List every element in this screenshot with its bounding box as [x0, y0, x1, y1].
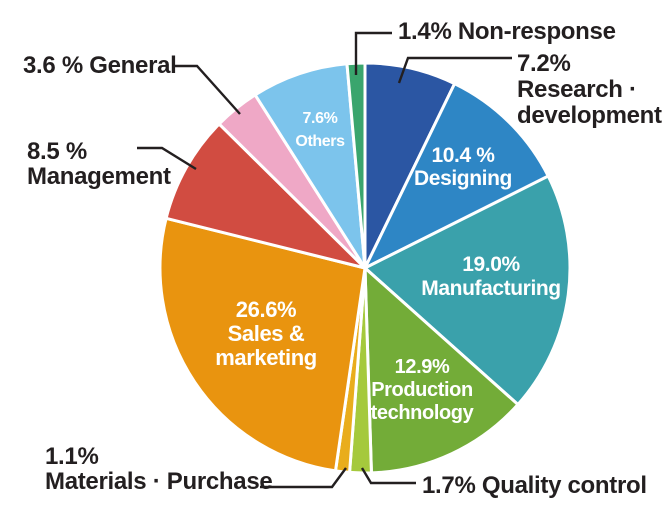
label-management: 8.5 % Management	[27, 139, 171, 189]
leader-line-management	[137, 146, 197, 171]
pie-slice-designing	[363, 82, 550, 270]
label-non-response-line: 1.4% Non-response	[398, 18, 616, 45]
label-manufacturing-word: Manufacturing	[421, 277, 561, 300]
label-others-pct: 7.6%	[302, 110, 338, 127]
pie-slice-others	[253, 62, 367, 270]
label-others-word: Others	[295, 133, 345, 150]
leader-line-research-development	[397, 56, 512, 84]
label-materials-purchase: 1.1% Materials · Purchase	[45, 443, 273, 495]
label-designing-word: Designing	[414, 167, 512, 190]
label-designing-pct: 10.4 %	[431, 144, 495, 167]
label-production-pct: 12.9%	[394, 356, 450, 378]
label-non-response: 1.4% Non-response	[398, 19, 616, 45]
label-management-pct: 8.5 %	[27, 138, 87, 165]
label-quality-control: 1.7% Quality control	[422, 473, 647, 499]
label-materials-pct: 1.1%	[45, 443, 99, 470]
label-materials-word: Materials · Purchase	[45, 468, 273, 495]
label-quality-line: 1.7% Quality control	[422, 472, 647, 499]
label-research-pct: 7.2%	[517, 50, 571, 77]
label-general-line: 3.6 % General	[23, 52, 177, 79]
label-general: 3.6 % General	[23, 53, 177, 79]
leader-lines-group	[137, 31, 512, 489]
leader-line-general	[172, 64, 241, 115]
label-production-word1: Production	[371, 379, 473, 401]
leader-line-non-response	[354, 31, 392, 75]
label-production-word2: technology	[370, 402, 474, 424]
pie-slice-management	[164, 122, 367, 270]
pie-slice-sales-marketing	[158, 216, 367, 473]
label-others: 7.6% Others	[295, 107, 345, 153]
label-sales-marketing: 26.6% Sales & marketing	[215, 298, 317, 370]
label-production-technology: 12.9% Production technology	[371, 356, 474, 425]
label-research-word1: Research ·	[517, 76, 637, 103]
leader-line-materials-purchase	[260, 467, 347, 489]
label-manufacturing: 19.0% Manufacturing	[421, 253, 561, 301]
label-research-word2: development	[517, 102, 662, 129]
label-manufacturing-pct: 19.0%	[462, 253, 520, 276]
leader-line-quality-control	[360, 467, 416, 485]
label-research-development: 7.2% Research · development	[517, 51, 662, 129]
label-sales-word2: marketing	[215, 345, 317, 370]
label-sales-pct: 26.6%	[235, 297, 297, 322]
pie-slice-manufacturing	[363, 174, 572, 407]
label-sales-word1: Sales &	[227, 321, 305, 346]
label-management-word: Management	[27, 163, 171, 190]
label-designing: 10.4 % Designing	[414, 144, 512, 190]
pie-slice-production-technology	[363, 266, 520, 475]
